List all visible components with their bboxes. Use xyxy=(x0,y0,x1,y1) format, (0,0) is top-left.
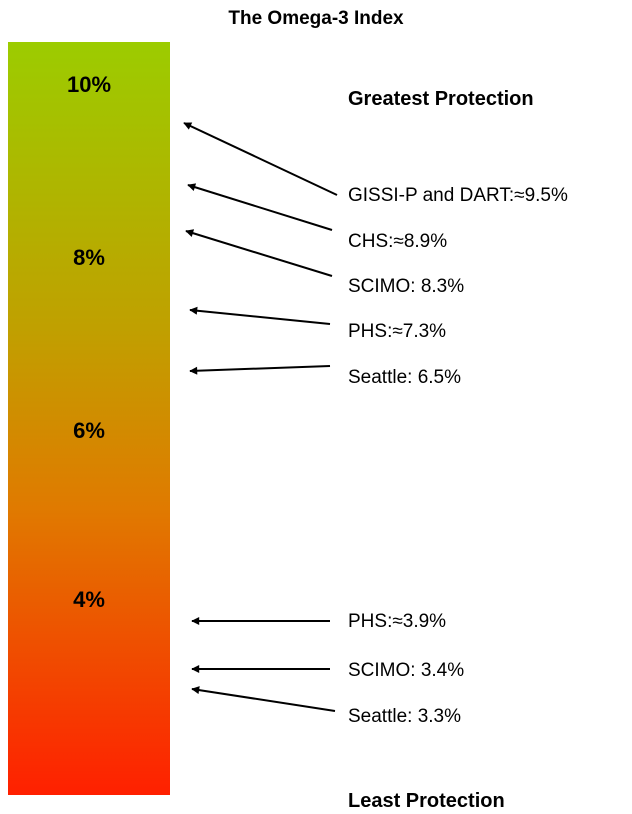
arrow-seattle-low xyxy=(191,686,336,712)
annotation-scimo-high: SCIMO: 8.3% xyxy=(348,276,465,297)
arrow-seattle-high xyxy=(189,365,331,375)
annotation-phs-low: PHS:≈3.9% xyxy=(348,611,447,632)
annotation-scimo-low: SCIMO: 3.4% xyxy=(348,660,465,681)
tick-8: 8% xyxy=(73,245,105,270)
annotation-phs-high: PHS:≈7.3% xyxy=(348,321,447,342)
chart-title: The Omega-3 Index xyxy=(228,8,404,29)
tick-4: 4% xyxy=(73,587,105,612)
annotation-chs: CHS:≈8.9% xyxy=(348,231,448,252)
annotation-seattle-low: Seattle: 3.3% xyxy=(348,706,462,727)
arrow-gissi-dart xyxy=(183,122,338,196)
annotation-seattle-high: Seattle: 6.5% xyxy=(348,367,462,388)
arrow-chs xyxy=(187,183,333,231)
heading-greatest-protection: Greatest Protection xyxy=(348,88,534,110)
tick-10: 10% xyxy=(66,72,112,97)
annotation-gissi-dart: GISSI-P and DART:≈9.5% xyxy=(348,185,568,206)
tick-6: 6% xyxy=(73,418,105,443)
arrow-phs-high xyxy=(189,306,331,325)
heading-least-protection: Least Protection xyxy=(348,790,505,812)
arrow-scimo-high xyxy=(185,229,333,277)
omega3-gradient-bar xyxy=(8,42,170,795)
